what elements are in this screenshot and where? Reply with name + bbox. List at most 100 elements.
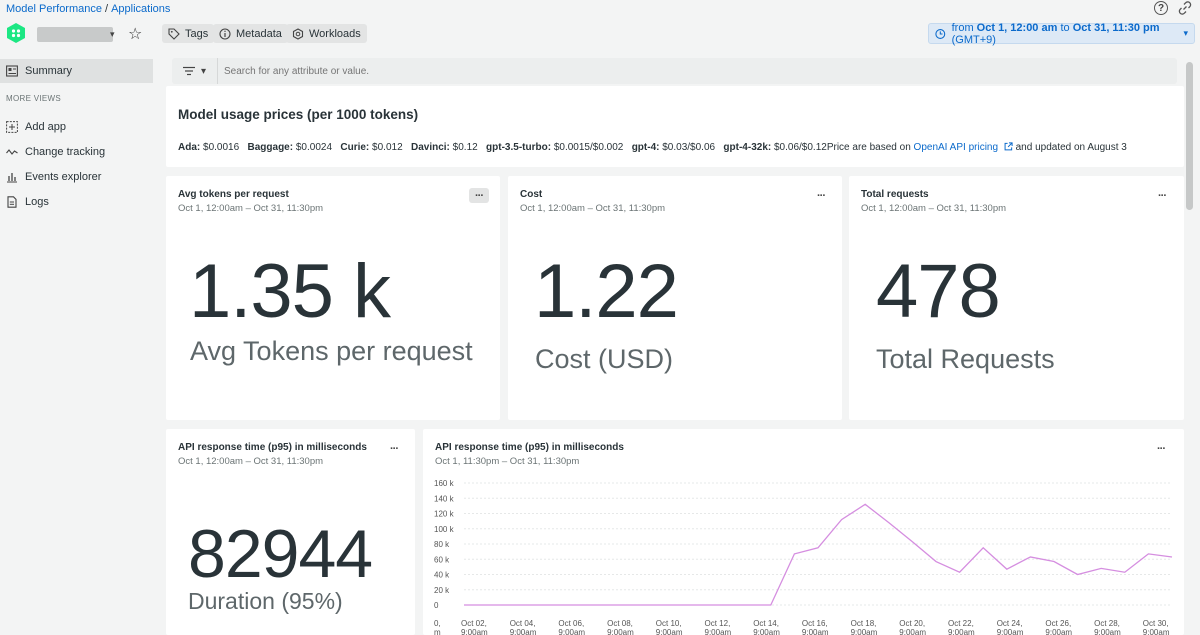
avg-tokens-panel: Avg tokens per request Oct 1, 12:00am – …	[166, 176, 500, 420]
sidebar-item-summary[interactable]: Summary	[0, 59, 153, 83]
panel-menu-button[interactable]: ···	[390, 442, 399, 455]
price-entry: Davinci: $0.12	[410, 142, 478, 153]
series-line	[464, 503, 1173, 606]
total-requests-panel: Total requests Oct 1, 12:00am – Oct 31, …	[849, 176, 1184, 420]
panel-title: Avg tokens per request	[178, 189, 289, 200]
app-logo-icon	[6, 22, 26, 44]
y-tick-label: 140 k	[434, 494, 455, 503]
price-entry: Curie: $0.012	[340, 142, 403, 153]
x-tick-label: Oct 22,	[948, 619, 974, 628]
response-time-billboard-panel: API response time (p95) in milliseconds …	[166, 429, 415, 635]
tags-button[interactable]: Tags	[162, 24, 215, 43]
external-link-icon[interactable]	[1004, 142, 1013, 151]
panel-menu-button[interactable]: ···	[1157, 442, 1166, 455]
top-bar: Model Performance / Applications ? ▾ ☆ Tag…	[0, 0, 1200, 52]
panel-menu-button[interactable]: ···	[469, 188, 489, 203]
price-entry: gpt-4-32k: $0.06/$0.12	[723, 142, 827, 153]
sidebar-item-label: Logs	[25, 196, 49, 208]
metadata-label: Metadata	[236, 27, 282, 40]
x-tick-label: Oct 10,	[656, 619, 682, 628]
activity-icon	[6, 146, 18, 158]
y-tick-label: 40 k	[434, 571, 450, 580]
cost-panel: Cost Oct 1, 12:00am – Oct 31, 11:30pm ··…	[508, 176, 842, 420]
x-tick-label: m	[434, 628, 441, 635]
panel-time-range: Oct 1, 12:00am – Oct 31, 11:30pm	[178, 456, 324, 467]
clock-icon	[935, 28, 946, 39]
price-entry: Ada: $0.0016	[178, 142, 240, 153]
billboard-value: 82944	[188, 516, 373, 592]
x-tick-label: 0,	[434, 619, 441, 628]
panel-menu-button[interactable]: ···	[817, 189, 826, 202]
x-tick-label: Oct 24,	[997, 619, 1023, 628]
more-views-heading: MORE VIEWS	[6, 94, 62, 103]
metadata-button[interactable]: Metadata	[213, 24, 288, 43]
model-prices-panel: Model usage prices (per 1000 tokens) Ada…	[166, 86, 1184, 167]
app-name-redacted[interactable]	[37, 27, 113, 42]
panel-time-range: Oct 1, 12:00am – Oct 31, 11:30pm	[520, 203, 666, 214]
panel-time-range: Oct 1, 11:30pm – Oct 31, 11:30pm	[435, 456, 580, 467]
tag-icon	[168, 27, 180, 40]
billboard-value: 1.35 k	[189, 249, 391, 334]
x-tick-label: Oct 18,	[851, 619, 877, 628]
workloads-button[interactable]: Workloads	[286, 24, 367, 43]
sidebar-item-label: Summary	[25, 65, 73, 77]
x-tick-label: Oct 02,	[461, 619, 487, 628]
app-selector-chevron-icon[interactable]: ▾	[110, 29, 115, 39]
x-tick-label: Oct 28,	[1094, 619, 1120, 628]
billboard-label: Cost (USD)	[535, 344, 674, 374]
breadcrumb-current-link[interactable]: Applications	[111, 3, 171, 15]
prices-note-end: and updated on August 3	[1012, 142, 1127, 153]
help-icon[interactable]: ?	[1154, 1, 1168, 15]
panel-title: API response time (p95) in milliseconds	[178, 442, 367, 453]
x-tick-label: 9:00am	[753, 628, 780, 635]
sidebar-item-label: Change tracking	[25, 146, 106, 158]
x-tick-label: 9:00am	[461, 628, 488, 635]
link-icon[interactable]	[1178, 1, 1192, 15]
billboard-value: 1.22	[534, 249, 679, 334]
x-tick-label: 9:00am	[997, 628, 1024, 635]
y-tick-label: 60 k	[434, 555, 450, 564]
panel-time-range: Oct 1, 12:00am – Oct 31, 11:30pm	[861, 203, 1007, 214]
document-icon	[6, 196, 18, 208]
response-time-line-chart[interactable]: 0 20 k 40 k 60 k 80 k 100 k 120 k 140 k 160 k 0,m…	[423, 429, 1184, 635]
x-tick-label: 9:00am	[705, 628, 732, 635]
tags-label: Tags	[185, 27, 209, 40]
panel-menu-button[interactable]: ···	[1158, 189, 1167, 202]
x-tick-label: Oct 30,	[1143, 619, 1169, 628]
y-tick-label: 100 k	[434, 525, 455, 534]
sidebar-item-add-app[interactable]: Add app	[0, 115, 153, 139]
top-icons: ?	[1154, 1, 1192, 15]
price-entry: gpt-3.5-turbo: $0.0015/$0.002	[486, 142, 624, 153]
x-tick-label: 9:00am	[510, 628, 537, 635]
x-tick-label: Oct 04,	[510, 619, 536, 628]
y-tick-label: 160 k	[434, 479, 455, 488]
time-range-picker[interactable]: from Oct 1, 12:00 am to Oct 31, 11:30 pm…	[928, 22, 1195, 46]
billboard-value: 478	[876, 249, 1001, 334]
y-tick-label: 0	[434, 601, 439, 610]
openai-pricing-link[interactable]: OpenAI API pricing	[913, 142, 999, 153]
bar-chart-icon	[6, 171, 18, 183]
billboard-label: Total Requests	[876, 344, 1055, 374]
sidebar-item-events-explorer[interactable]: Events explorer	[0, 165, 153, 189]
filter-menu-button[interactable]: ▾	[172, 58, 218, 84]
y-tick-label: 80 k	[434, 540, 450, 549]
prices-line: Ada: $0.0016 Baggage: $0.0024 Curie: $0.…	[178, 142, 1127, 153]
chevron-down-icon: ▾	[200, 65, 207, 77]
x-tick-label: 9:00am	[851, 628, 878, 635]
breadcrumb-root-link[interactable]: Model Performance	[6, 3, 102, 15]
prices-title: Model usage prices (per 1000 tokens)	[178, 107, 419, 122]
sidebar-item-change-tracking[interactable]: Change tracking	[0, 140, 153, 164]
sidebar: Summary MORE VIEWS Add app Change tracki…	[0, 52, 153, 635]
sidebar-item-label: Events explorer	[25, 171, 102, 183]
sidebar-item-logs[interactable]: Logs	[0, 190, 153, 214]
y-tick-label: 120 k	[434, 510, 455, 519]
x-tick-label: Oct 16,	[802, 619, 828, 628]
search-input[interactable]	[218, 59, 1118, 83]
favorite-star-icon[interactable]: ☆	[128, 26, 143, 43]
workloads-icon	[292, 27, 304, 40]
page-scrollbar[interactable]	[1186, 62, 1193, 210]
price-entry: gpt-4: $0.03/$0.06	[631, 142, 716, 153]
x-tick-label: 9:00am	[802, 628, 829, 635]
workloads-label: Workloads	[309, 27, 361, 40]
response-time-chart-panel: API response time (p95) in milliseconds …	[423, 429, 1184, 635]
